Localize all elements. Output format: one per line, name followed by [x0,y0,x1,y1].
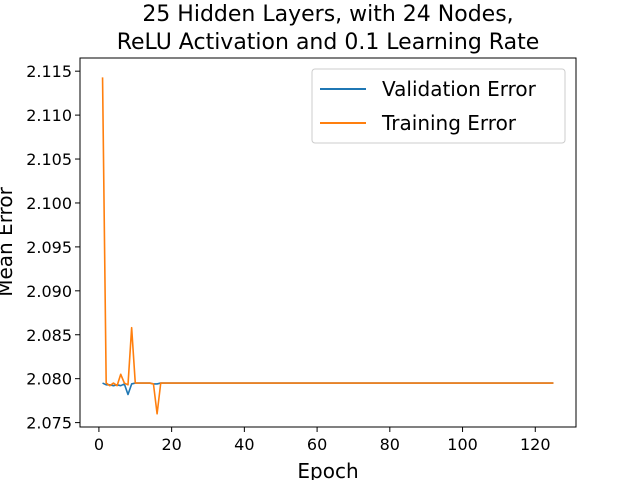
axes-frame [79,57,577,428]
x-tick-label: 20 [161,435,181,454]
series-line-training-error [101,77,554,415]
legend-label-validation: Validation Error [382,77,537,101]
axis-ticks: 0 20 40 60 80 100 120 2.075 2.080 2.085 2.090 2.095… [26,62,550,454]
chart-title-line-2: ReLU Activation and 0.1 Learning Rate [117,30,540,55]
y-tick-label: 2.080 [26,370,72,389]
y-tick-label: 2.075 [26,414,72,433]
x-tick-label: 60 [307,435,327,454]
y-tick-label: 2.115 [26,62,72,81]
y-axis-label: Mean Error [0,186,17,296]
x-tick-label: 100 [447,435,478,454]
x-tick-label: 120 [520,435,551,454]
y-tick-label: 2.085 [26,326,72,345]
plot-area [101,77,554,415]
legend-box [311,68,566,144]
x-tick-label: 0 [94,435,104,454]
y-tick-label: 2.095 [26,238,72,257]
y-tick-label: 2.105 [26,150,72,169]
x-axis-label: Epoch [297,459,358,480]
y-tick-label: 2.090 [26,282,72,301]
x-tick-label: 40 [234,435,254,454]
legend: Validation Error Training Error [311,68,566,144]
x-tick-label: 80 [380,435,400,454]
chart-title-line-1: 25 Hidden Layers, with 24 Nodes, [142,2,513,27]
legend-label-training: Training Error [381,111,517,135]
y-tick-label: 2.100 [26,194,72,213]
y-tick-label: 2.110 [26,106,72,125]
